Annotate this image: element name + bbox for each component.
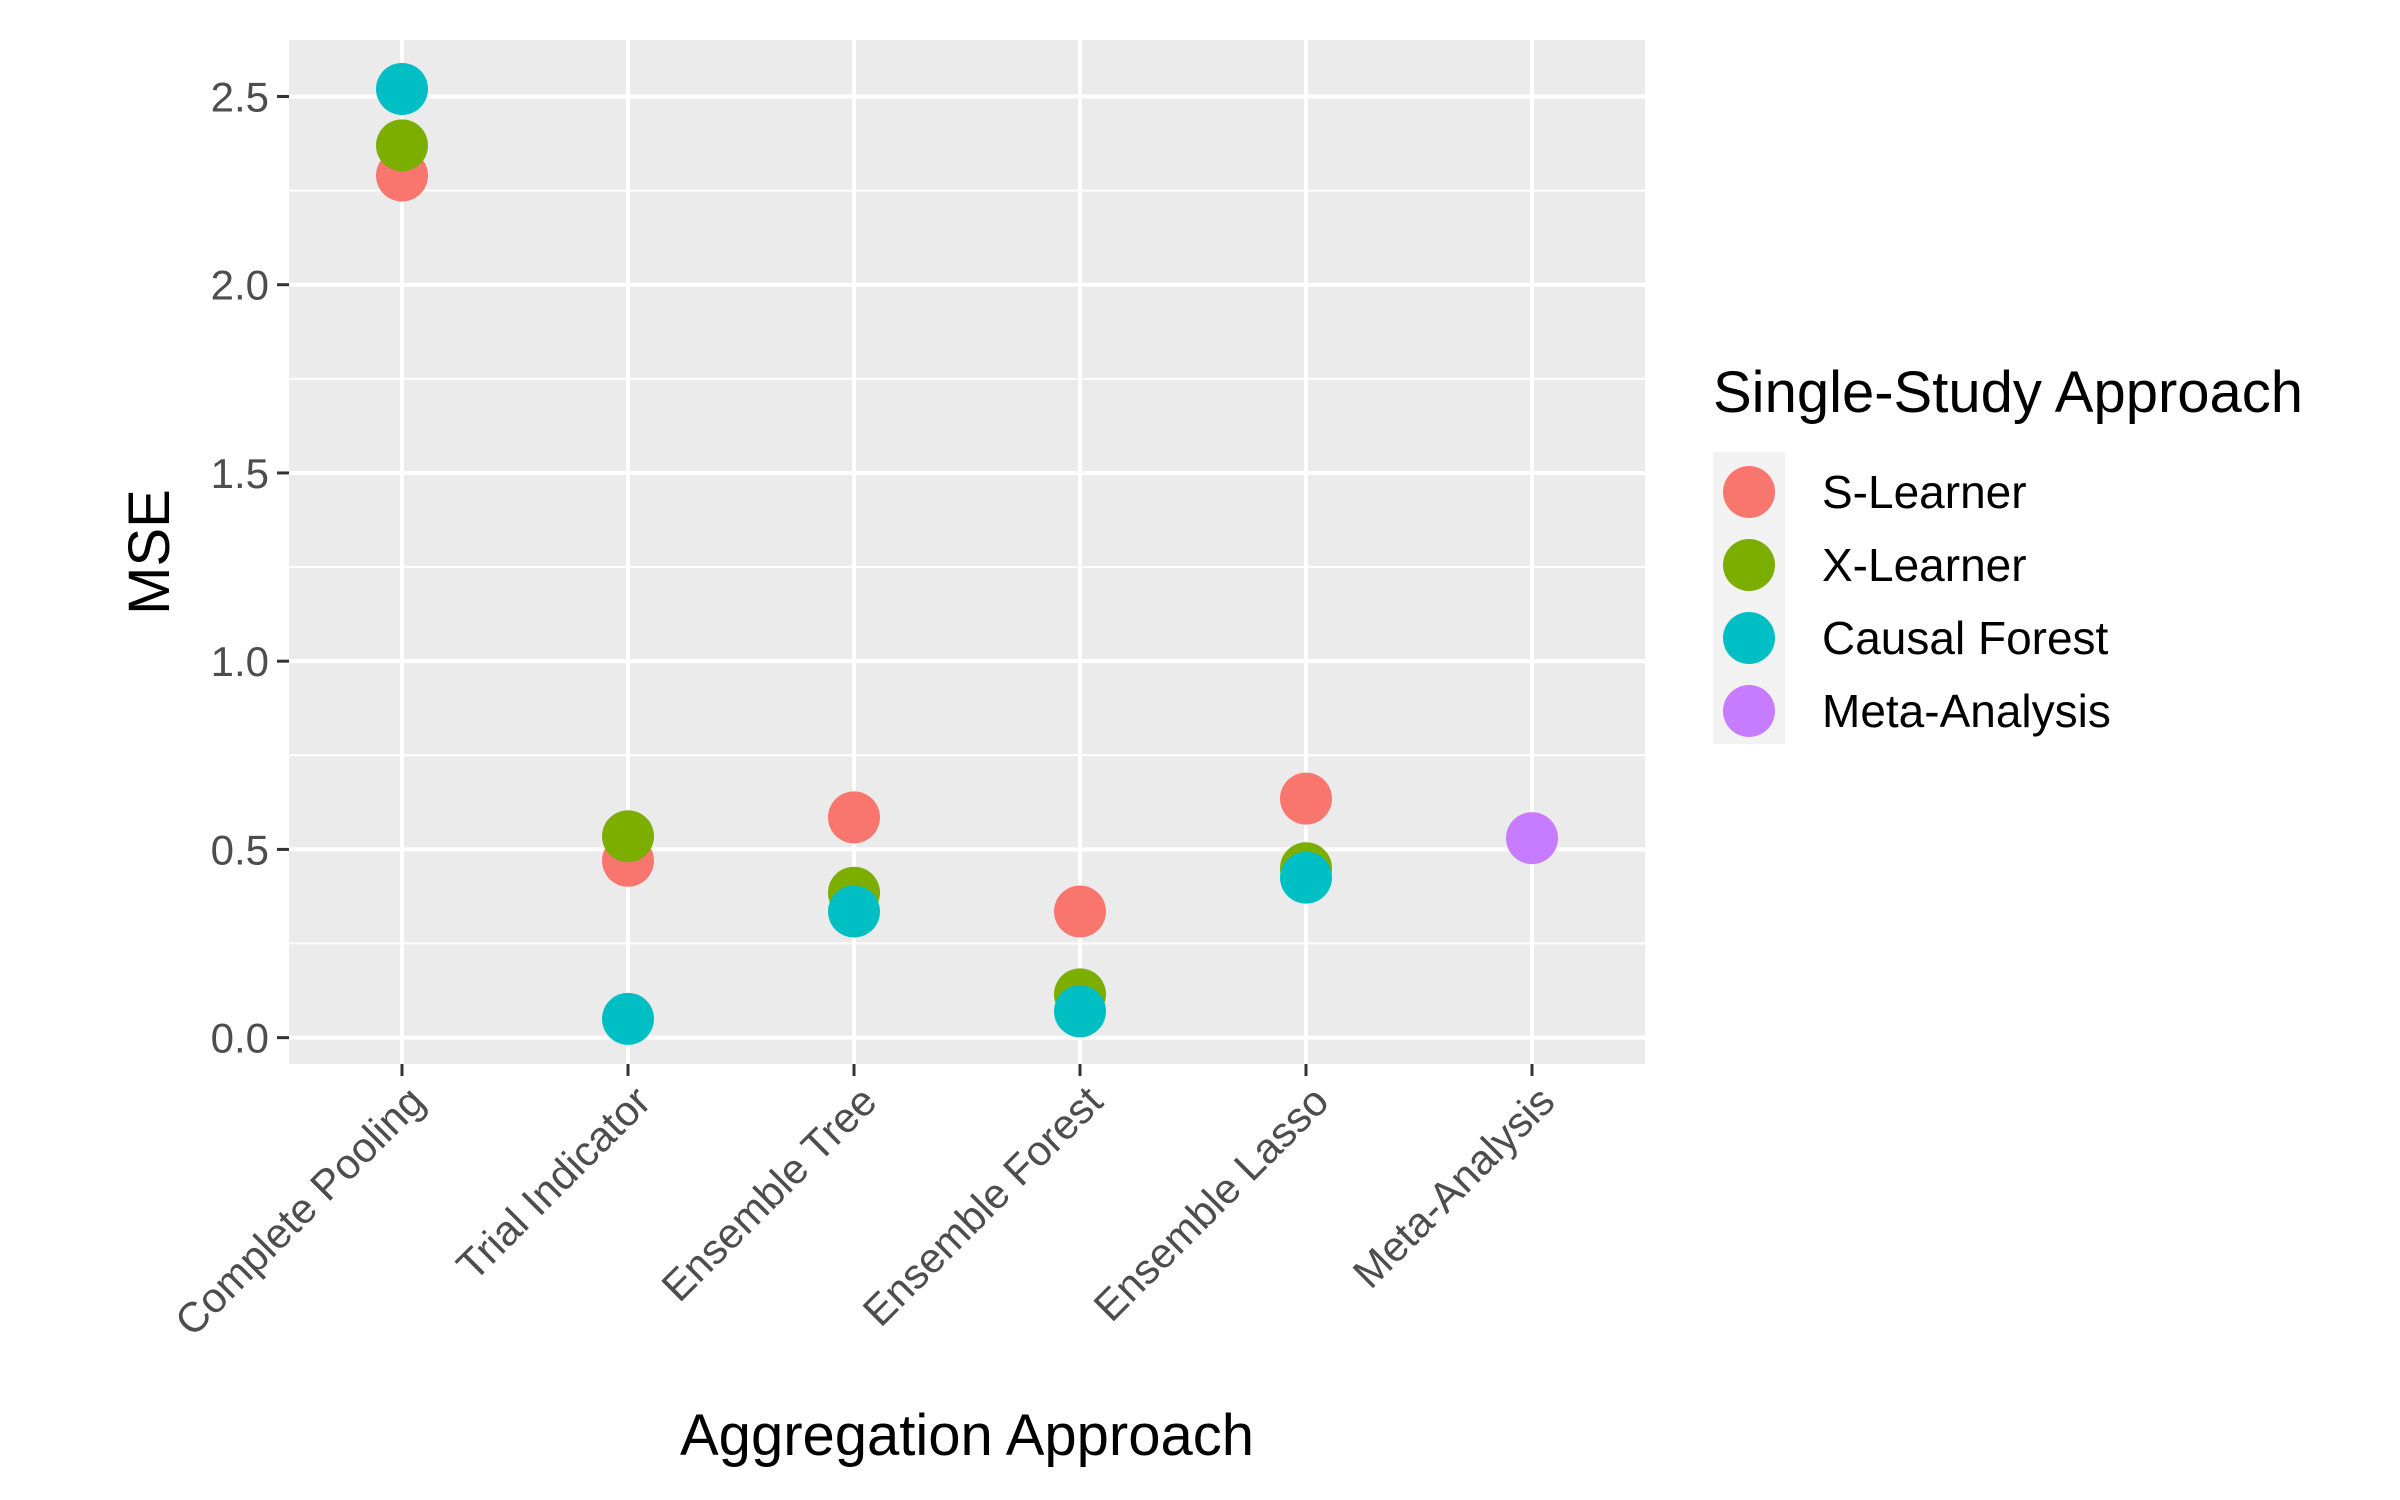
y-tick-label: 1.5	[211, 450, 269, 497]
legend-items: S-Learner X-Learner Causal Forest Meta-Anal…	[1723, 466, 2111, 737]
legend: Single-Study Approach S-Learner X-Learner…	[1713, 360, 2303, 744]
y-tick-label: 2.5	[211, 73, 269, 120]
y-tick-label: 0.0	[211, 1015, 269, 1062]
y-tick-label: 2.0	[211, 262, 269, 309]
x-tick-label: Trial Indicator	[447, 1077, 659, 1289]
x-tick-label: Ensemble Lasso	[1085, 1077, 1338, 1330]
point-s-learner	[828, 791, 880, 844]
point-s-learner	[1280, 772, 1332, 825]
legend-key-s-learner	[1723, 466, 1775, 518]
point-meta-analysis	[1506, 812, 1558, 865]
x-tick-label: Meta-Analysis	[1344, 1077, 1564, 1297]
point-causal-forest	[1280, 851, 1332, 904]
point-s-learner	[1054, 885, 1106, 938]
plot-panel	[289, 40, 1645, 1064]
x-tick-label: Ensemble Forest	[854, 1077, 1112, 1335]
x-axis-title: Aggregation Approach	[680, 1403, 1254, 1468]
legend-label-x-learner: X-Learner	[1822, 539, 2027, 591]
x-axis: Complete Pooling Trial IndicatorEnsemble …	[166, 1064, 1564, 1345]
point-x-learner	[376, 119, 428, 172]
y-axis: 0.0 0.5 1.0 1.5 2.0 2.5	[211, 73, 289, 1062]
legend-key-meta-analysis	[1723, 685, 1775, 737]
y-tick-label: 0.5	[211, 826, 269, 873]
legend-key-x-learner	[1723, 539, 1775, 591]
grid-minor	[289, 189, 1645, 945]
legend-label-s-learner: S-Learner	[1822, 466, 2027, 518]
point-x-learner	[602, 810, 654, 863]
y-tick-label: 1.0	[211, 638, 269, 685]
x-tick-label: Ensemble Tree	[652, 1077, 885, 1310]
y-axis-title: MSE	[117, 489, 182, 615]
point-causal-forest	[828, 885, 880, 938]
legend-label-causal-forest: Causal Forest	[1822, 612, 2109, 664]
point-causal-forest	[376, 62, 428, 115]
x-tick-label: Complete Pooling	[166, 1077, 434, 1345]
point-causal-forest	[1054, 985, 1106, 1038]
point-causal-forest	[602, 992, 654, 1045]
data-points	[376, 62, 1558, 1045]
legend-title: Single-Study Approach	[1713, 360, 2303, 425]
legend-key-causal-forest	[1723, 612, 1775, 664]
legend-label-meta-analysis: Meta-Analysis	[1822, 685, 2111, 737]
